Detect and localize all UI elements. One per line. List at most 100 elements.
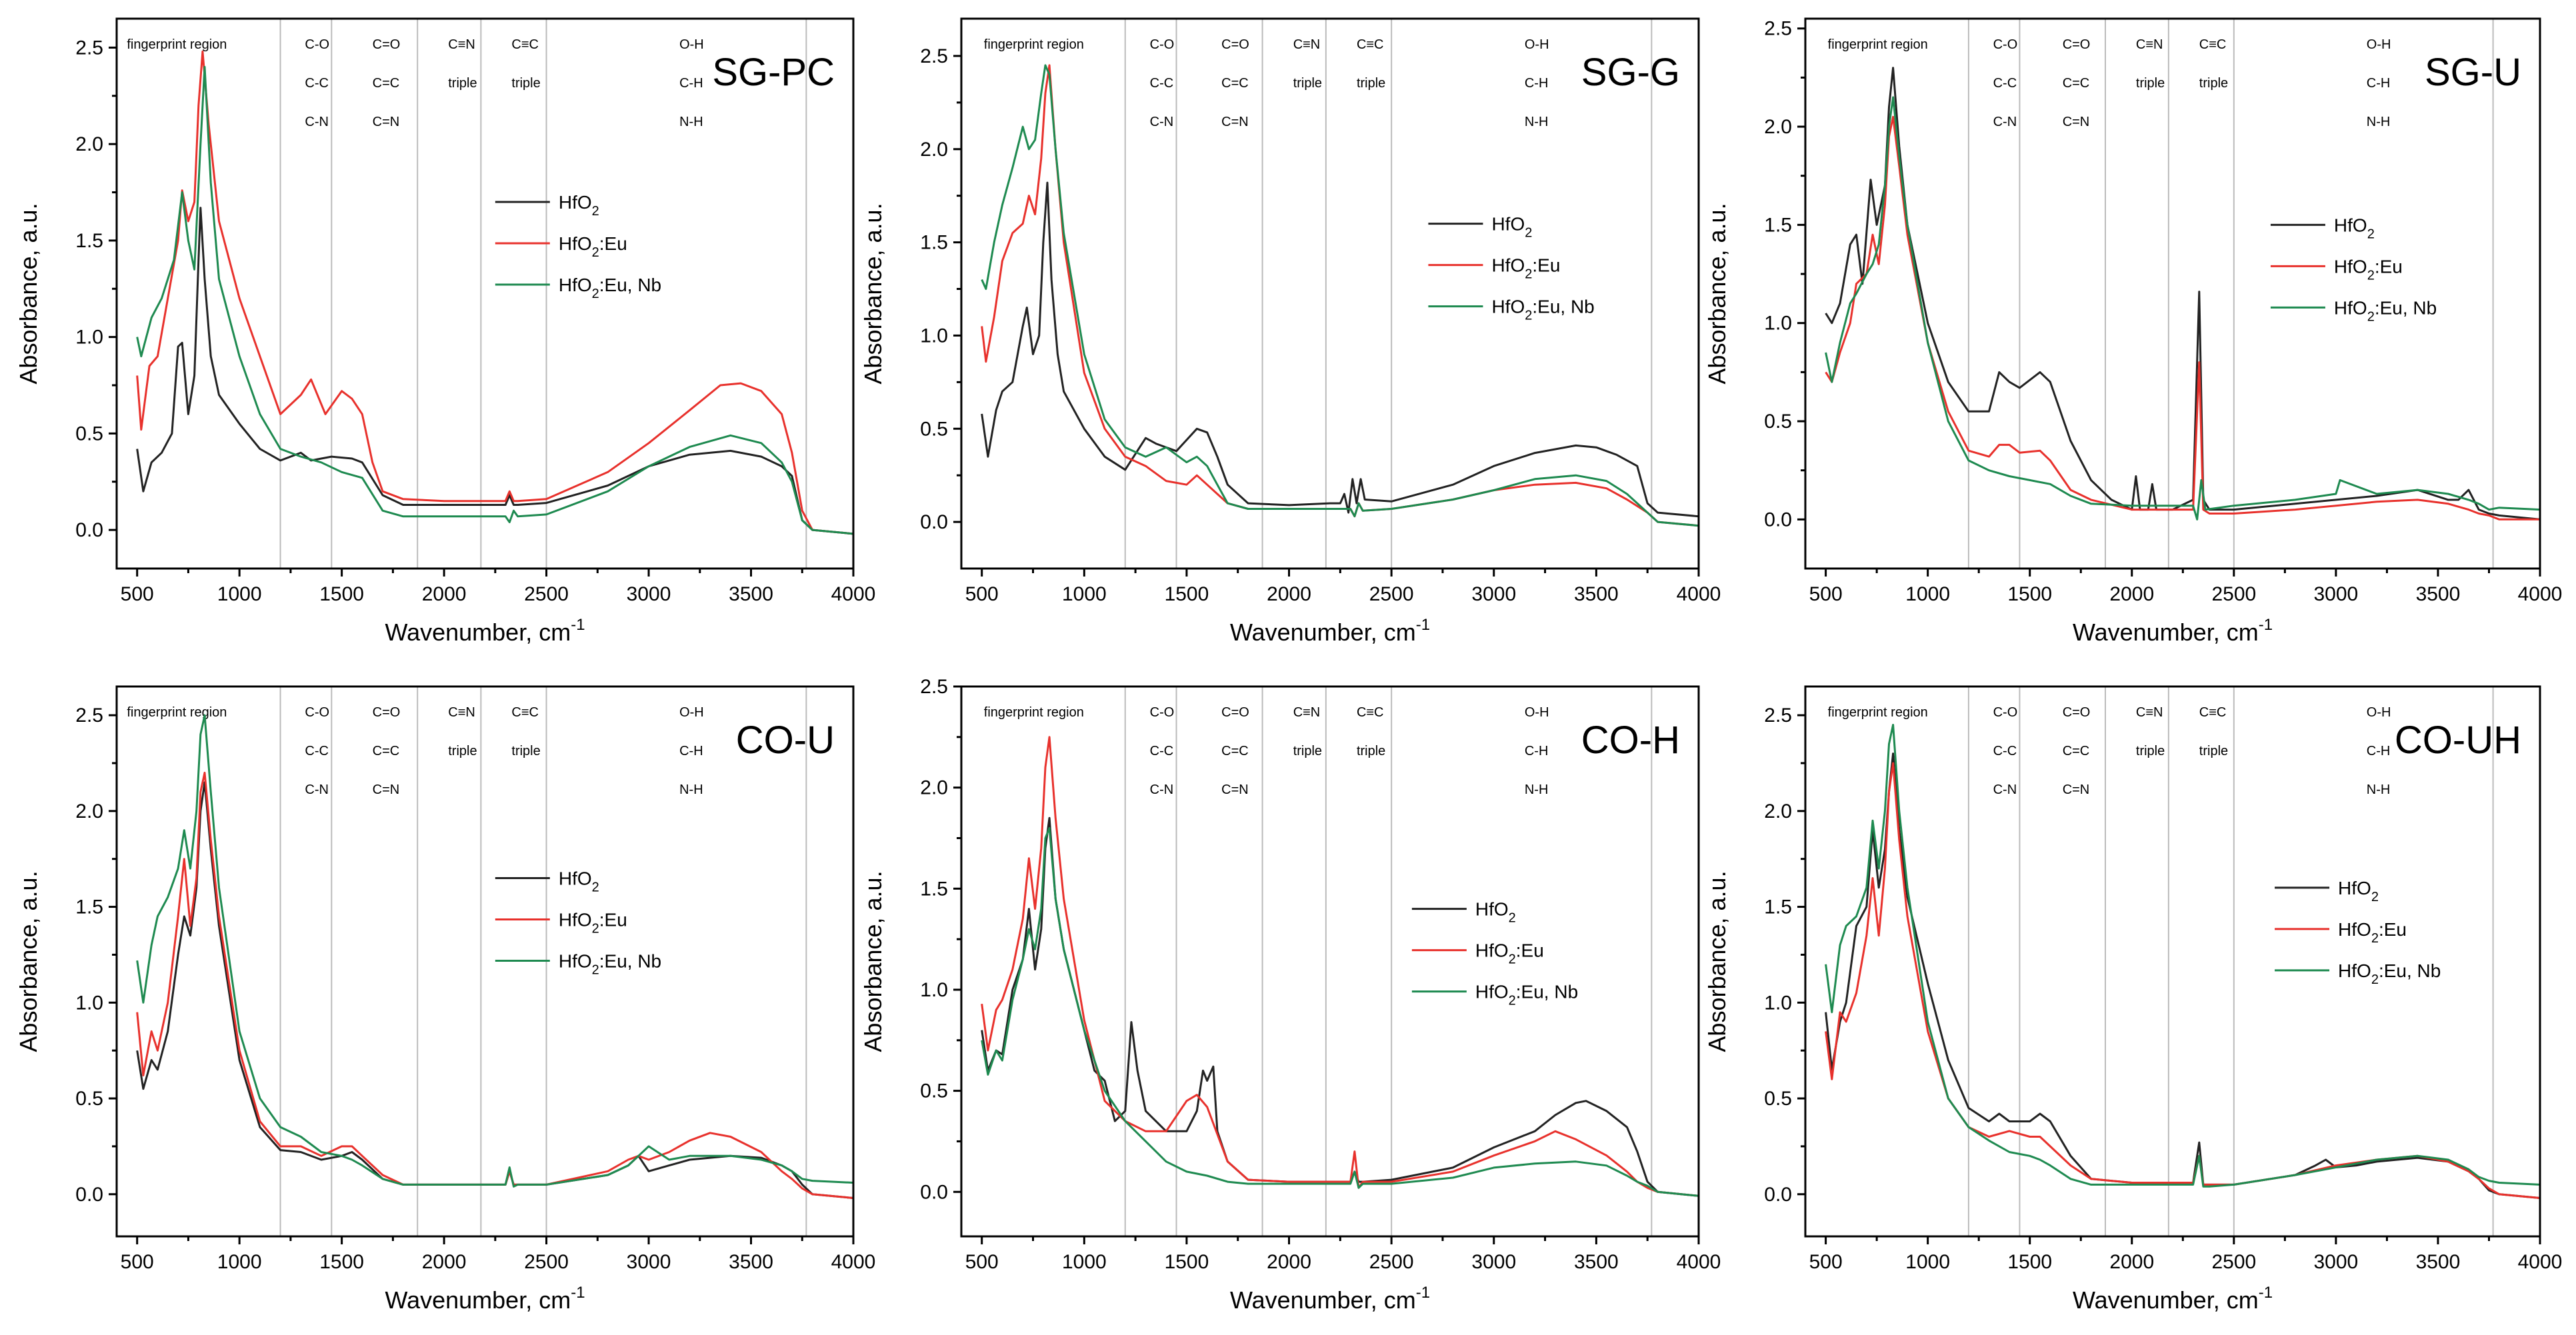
- y-tick-label: 2.5: [75, 704, 103, 726]
- y-tick-label: 0.0: [1764, 1184, 1792, 1206]
- series-line-hfo2-eu: [136, 50, 853, 535]
- region-label: C=C: [2063, 76, 2090, 91]
- legend-label-suffix: :Eu: [599, 909, 627, 930]
- region-label: triple: [448, 744, 477, 758]
- region-label: triple: [2136, 744, 2165, 758]
- plot-frame: [1804, 17, 2541, 570]
- region-label: C-C: [1993, 76, 2017, 91]
- x-tick-label: 1000: [217, 583, 262, 605]
- y-tick-label: 2.0: [1764, 800, 1792, 822]
- x-tick-label: 2000: [422, 583, 467, 605]
- x-tick-label: 500: [965, 1251, 999, 1273]
- x-tick-label: 2500: [524, 583, 569, 605]
- x-tick-label: 2500: [524, 1251, 569, 1273]
- x-axis-title-text: Wavenumber, cm: [385, 1286, 571, 1314]
- legend-label-sub: 2: [2367, 268, 2375, 283]
- x-tick-label: 1500: [1165, 583, 1209, 605]
- panel-title: CO-U: [736, 718, 835, 762]
- legend-label-sub: 2: [2371, 890, 2379, 904]
- region-label: O-H: [1525, 705, 1549, 720]
- x-tick-label: 500: [121, 583, 154, 605]
- region-label: C≡C: [2199, 705, 2227, 720]
- region-label: N-H: [679, 782, 703, 797]
- series-line-hfo2-eu: [136, 771, 853, 1199]
- region-label: C=O: [373, 37, 401, 52]
- y-tick-label: 0.5: [1764, 1088, 1792, 1110]
- region-label: triple: [2136, 76, 2165, 91]
- x-tick-label: 1000: [1905, 1251, 1950, 1273]
- plot-frame: [115, 685, 855, 1238]
- plot-frame: [1804, 685, 2541, 1238]
- x-axis-title-sup: -1: [571, 616, 585, 634]
- y-axis-title: Absorbance, a.u.: [15, 203, 42, 384]
- legend-label: HfO2:Eu: [1475, 940, 1544, 967]
- region-label: C≡N: [448, 37, 475, 52]
- region-label: C-N: [305, 782, 329, 797]
- region-label: C≡N: [1293, 37, 1321, 52]
- chart-panel-sg-g: fingerprint region C-O C-C C-N C=O C=C C=N C≡N t…: [859, 17, 1721, 646]
- x-tick-label: 2000: [2109, 1251, 2154, 1273]
- legend-label-suffix: :Eu, Nb: [1516, 982, 1578, 1002]
- x-tick-label: 4000: [831, 1251, 876, 1273]
- x-tick-label: 2000: [1267, 583, 1311, 605]
- region-label: C=C: [373, 76, 400, 91]
- plot-frame: [960, 17, 1700, 570]
- x-axis-title-sup: -1: [1416, 616, 1430, 634]
- y-tick-label: 0.5: [75, 423, 103, 445]
- region-label: C≡C: [1357, 705, 1384, 720]
- legend-label-base: HfO: [1491, 297, 1525, 317]
- legend-label-sub: 2: [592, 880, 599, 894]
- x-axis-title-sup: -1: [2259, 616, 2273, 634]
- legend-label-base: HfO: [2334, 215, 2367, 235]
- y-tick-label: 2.0: [75, 800, 103, 822]
- region-label: C-O: [305, 705, 329, 720]
- legend-label: HfO2:Eu, Nb: [1491, 297, 1594, 323]
- y-tick-label: 1.5: [75, 896, 103, 918]
- series-line-hfo2-eu: [981, 64, 1699, 527]
- legend-label-sub: 2: [1509, 994, 1516, 1008]
- region-label: C≡C: [511, 37, 539, 52]
- legend-label: HfO2:Eu, Nb: [2338, 960, 2441, 987]
- legend-label: HfO2:Eu, Nb: [2334, 297, 2437, 324]
- x-tick-label: 3500: [2416, 583, 2461, 605]
- region-label: C=N: [2063, 782, 2090, 797]
- series-line-hfo2: [136, 781, 853, 1199]
- series-line-hfo2-eu-nb: [1825, 96, 2540, 521]
- region-label: C-O: [305, 37, 329, 52]
- legend-label-sub: 2: [592, 245, 599, 260]
- y-tick-label: 1.5: [1764, 214, 1792, 236]
- x-axis-title-text: Wavenumber, cm: [2073, 619, 2259, 646]
- x-axis-title-sup: -1: [2259, 1284, 2273, 1302]
- chart-panel-sg-u: fingerprint region C-O C-C C-N C=O C=C C=N C≡N t…: [1703, 17, 2562, 646]
- chart-panel-sg-pc: fingerprint region C-O C-C C-N C=O C=C C=N C≡N t…: [15, 17, 875, 646]
- region-label: C=N: [373, 782, 400, 797]
- legend-label: HfO2:Eu: [559, 233, 627, 260]
- region-label: triple: [448, 76, 477, 91]
- legend-label: HfO2: [2338, 878, 2379, 904]
- region-label: C=O: [1221, 705, 1249, 720]
- region-label: O-H: [679, 37, 704, 52]
- x-tick-label: 3500: [729, 1251, 773, 1273]
- legend-label-base: HfO: [2338, 960, 2371, 981]
- legend-label: HfO2:Eu: [1491, 255, 1560, 282]
- region-label: C=N: [1221, 115, 1249, 129]
- legend-label-suffix: :Eu, Nb: [1532, 297, 1594, 317]
- legend-label-base: HfO: [1475, 982, 1509, 1002]
- region-label: fingerprint region: [1828, 705, 1928, 720]
- x-tick-label: 3500: [1574, 583, 1619, 605]
- legend-label-base: HfO: [2338, 878, 2371, 898]
- x-tick-label: 2500: [2211, 1251, 2256, 1273]
- legend-label: HfO2:Eu, Nb: [559, 275, 661, 301]
- region-label: C-N: [1993, 782, 2017, 797]
- y-tick-label: 0.5: [920, 1080, 948, 1102]
- x-tick-label: 3000: [1471, 583, 1516, 605]
- region-label: C=N: [1221, 782, 1249, 797]
- region-label: C-H: [1525, 744, 1549, 758]
- legend-label-base: HfO: [559, 192, 592, 213]
- legend-label: HfO2: [559, 192, 599, 219]
- series-line-hfo2: [1825, 67, 2540, 521]
- panel-title: SG-G: [1581, 51, 1680, 94]
- y-tick-label: 2.5: [75, 37, 103, 59]
- panel-title: SG-PC: [712, 51, 835, 94]
